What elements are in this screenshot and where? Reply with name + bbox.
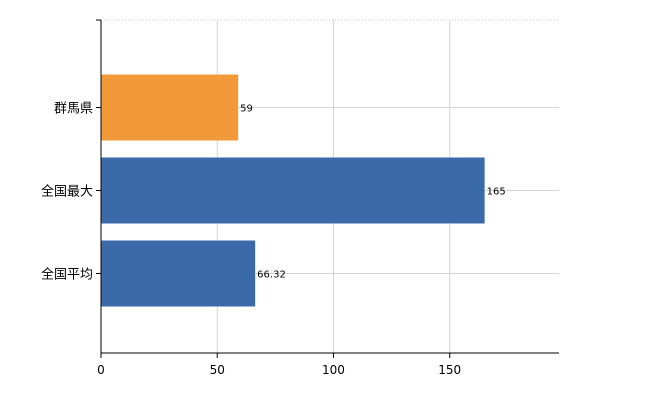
bar [101,157,485,224]
axis-layer [96,19,559,358]
category-label: 全国最大 [41,184,93,200]
data-label: 59 [240,104,253,115]
data-label: 165 [487,187,506,198]
bar-layer [101,74,485,307]
x-tick-label: 0 [97,363,105,377]
category-label: 群馬県 [54,102,93,117]
label-layer: 0 50 100 150 群馬県 59 全国最大 165 全国平均 66.32 [41,102,506,378]
bar [101,74,239,141]
x-tick-label: 100 [322,363,345,377]
data-label: 66.32 [257,270,286,281]
bar [101,240,256,307]
x-tick-label: 50 [210,363,225,377]
x-tick-label: 150 [438,363,461,377]
category-label: 全国平均 [41,267,93,283]
